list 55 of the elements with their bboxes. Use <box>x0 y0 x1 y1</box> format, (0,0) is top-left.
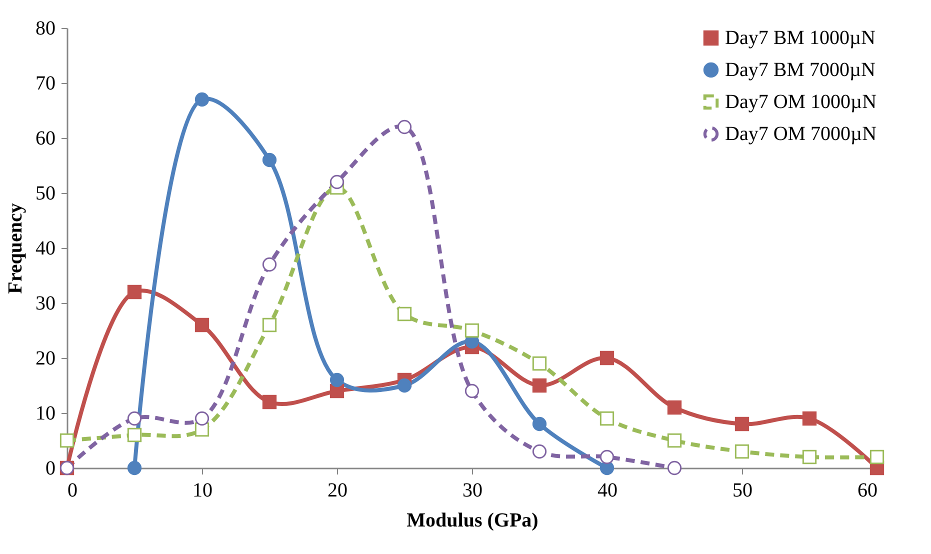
y-tick-label: 40 <box>36 238 56 260</box>
x-tick-label: 40 <box>598 480 618 502</box>
x-tick-label: 20 <box>328 480 348 502</box>
point <box>330 372 344 388</box>
point <box>397 306 412 322</box>
point <box>127 411 142 426</box>
point <box>397 378 412 393</box>
y-tick-label: 0 <box>46 458 56 480</box>
point <box>802 411 817 426</box>
point <box>667 400 682 415</box>
point <box>532 378 547 393</box>
x-tick-label: 30 <box>462 480 482 502</box>
point <box>194 92 210 107</box>
point <box>464 384 480 398</box>
point <box>667 460 682 476</box>
point <box>532 444 547 459</box>
point <box>127 428 142 442</box>
point <box>600 350 614 366</box>
point <box>802 450 817 464</box>
legend-label: Day7 BM 1000µN <box>725 27 876 49</box>
y-tick-label: 30 <box>36 292 56 314</box>
y-tick-label: 10 <box>36 402 56 424</box>
point <box>600 411 614 426</box>
point <box>870 450 884 464</box>
legend-label: Day7 OM 7000µN <box>725 123 877 145</box>
y-tick-label: 50 <box>36 182 56 204</box>
x-axis-title: Modulus (GPa) <box>406 510 538 532</box>
point <box>667 433 682 448</box>
point <box>330 174 344 190</box>
point <box>734 444 750 459</box>
x-tick-label: 10 <box>192 480 212 502</box>
x-tick-label: 0 <box>68 480 78 502</box>
legend-label: Day7 BM 7000µN <box>725 59 876 81</box>
x-tick-label: 60 <box>858 480 878 502</box>
point <box>600 450 614 464</box>
y-tick-label: 20 <box>36 348 56 370</box>
y-tick-label: 60 <box>36 128 56 150</box>
point <box>127 284 142 300</box>
point <box>532 356 547 371</box>
point <box>194 411 210 426</box>
y-tick-label: 80 <box>36 18 56 40</box>
legend-label: Day7 OM 1000µN <box>725 91 877 113</box>
point <box>127 460 142 476</box>
point <box>464 323 480 338</box>
point <box>262 152 277 168</box>
point <box>60 433 74 448</box>
y-tick-label: 70 <box>36 72 56 94</box>
point <box>262 257 277 272</box>
point <box>194 318 210 332</box>
point <box>734 416 750 432</box>
point <box>532 416 547 432</box>
x-tick-label: 50 <box>732 480 752 502</box>
point <box>262 318 277 332</box>
point <box>262 394 277 410</box>
y-axis-title: Frequency <box>4 203 26 294</box>
